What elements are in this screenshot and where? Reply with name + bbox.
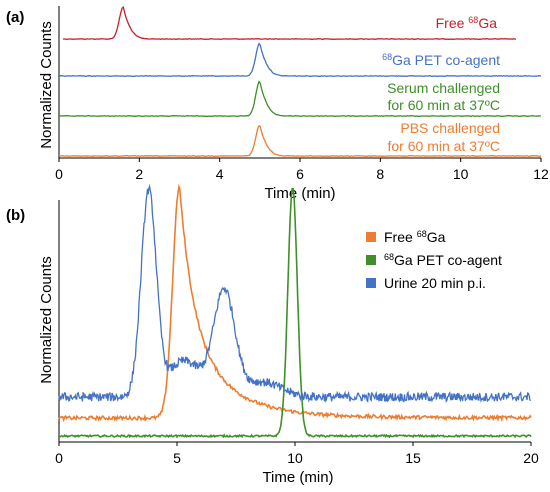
legend-label-free-68ga: Free 68Ga [384,229,446,245]
panel-a-trace [58,124,542,158]
panel-a: (a) Normalized Counts 0 2 4 6 8 10 12 Time (mi… [6,5,549,202]
panel-b-trace-pet-co-agent [58,187,532,439]
annotation-serum-line1: Serum challenged [387,80,500,96]
panel-a-x-tick-label: 4 [216,166,224,182]
panel-a-trace [58,80,542,118]
panel-a-label: (a) [6,9,24,26]
annotation-free-68ga: Free 68Ga [436,15,498,31]
panel-a-trace [62,5,517,41]
panel-a-x-tick-label: 0 [55,166,63,182]
annotation-68ga-pet-co-agent: 68Ga PET co-agent [382,52,500,68]
legend-label-urine: Urine 20 min p.i. [384,275,486,291]
panel-a-x-tick-label: 10 [453,166,469,182]
panel-b-x-tick-label: 5 [173,450,181,466]
panel-b-label: (b) [6,207,25,224]
panel-b-x-axis-title: Time (min) [262,469,333,486]
panel-a-x-tick-label: 8 [376,166,384,182]
panel-b-y-axis-title: Normalized Counts [38,256,55,384]
panel-a-x-tick-label: 12 [533,166,549,182]
annotation-pbs-line1: PBS challenged [400,120,500,136]
legend-label-68ga-pet-co-agent: 68Ga PET co-agent [384,252,502,268]
annotation-pbs-line2: for 60 min at 37ºC [388,138,501,154]
panel-b-trace-urine [58,183,532,404]
panel-b-x-tick-label: 20 [523,450,539,466]
panel-b-x-tick-label: 15 [405,450,421,466]
panel-a-x-tick-label: 2 [135,166,143,182]
panel-a-x-axis-title: Time (min) [264,185,335,202]
legend-swatch-free-68ga [366,232,376,242]
panel-b-x-tick-label: 0 [55,450,63,466]
panel-b-trace-free-68ga [58,183,532,423]
annotation-serum-line2: for 60 min at 37ºC [388,97,501,113]
panel-b: (b) Normalized Counts 0 5 10 15 20 Time (min… [6,183,539,486]
panel-a-trace [58,42,542,78]
panel-a-x-tick-label: 6 [296,166,304,182]
legend-swatch-urine [366,278,376,288]
panel-b-legend: Free 68Ga 68Ga PET co-agent Urine 20 min… [366,229,502,291]
panel-b-x-tick-label: 10 [287,450,303,466]
panel-a-y-axis-title: Normalized Counts [38,21,55,149]
legend-swatch-68ga-pet-co-agent [366,255,376,265]
